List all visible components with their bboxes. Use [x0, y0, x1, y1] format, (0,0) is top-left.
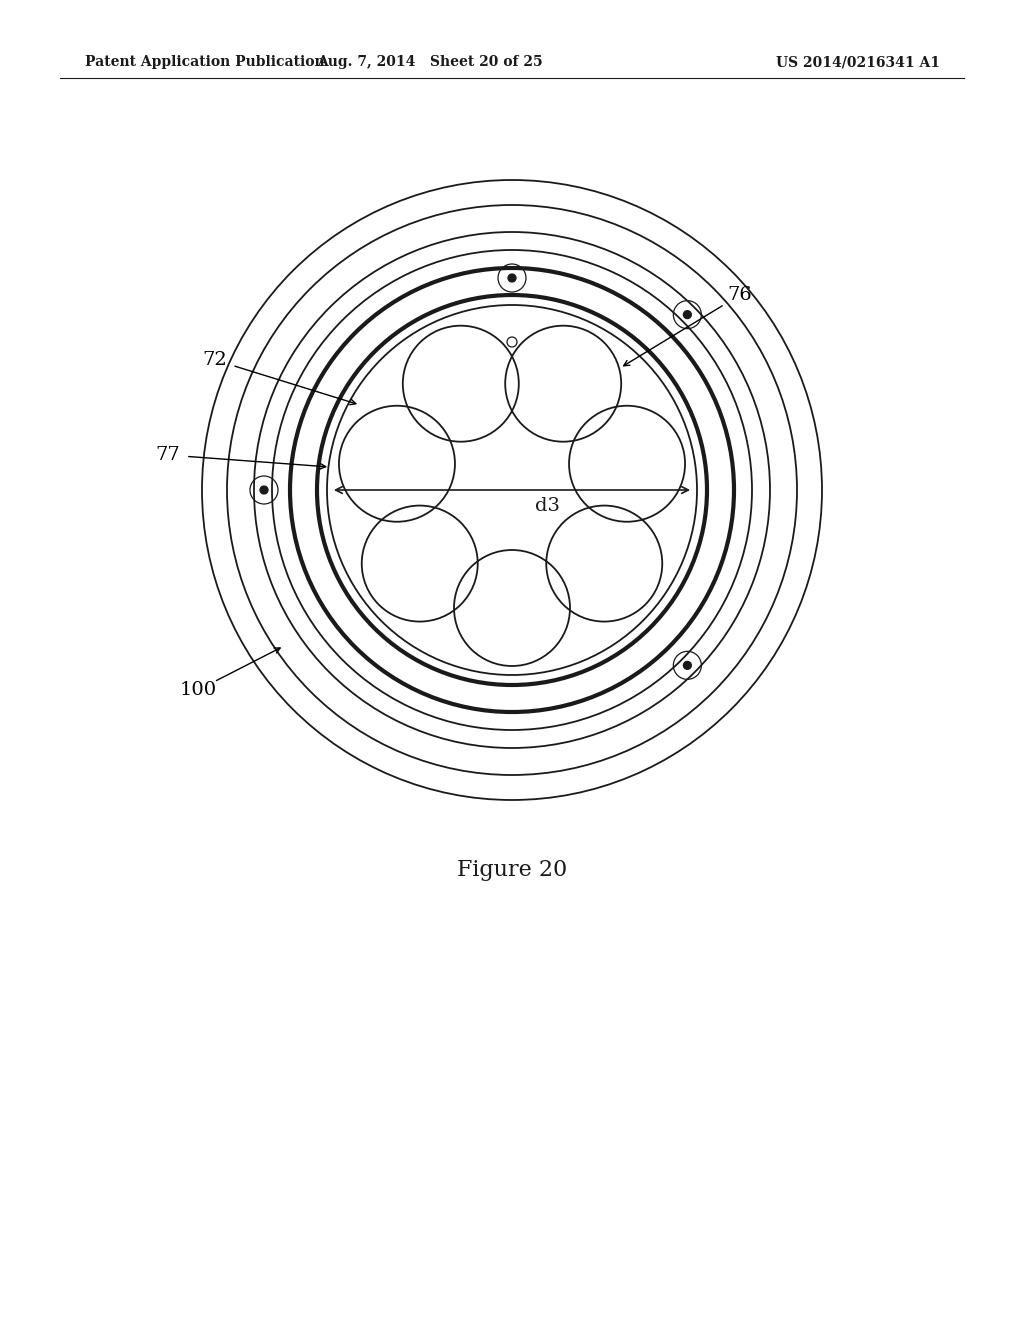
Circle shape [260, 486, 268, 494]
Text: 76: 76 [728, 286, 753, 304]
Text: d3: d3 [535, 498, 560, 515]
Text: 77: 77 [156, 446, 180, 465]
Text: US 2014/0216341 A1: US 2014/0216341 A1 [776, 55, 940, 69]
Text: Aug. 7, 2014   Sheet 20 of 25: Aug. 7, 2014 Sheet 20 of 25 [317, 55, 543, 69]
Circle shape [508, 275, 516, 282]
Text: 100: 100 [179, 681, 216, 700]
Circle shape [683, 310, 691, 318]
Text: Patent Application Publication: Patent Application Publication [85, 55, 325, 69]
Text: Figure 20: Figure 20 [457, 859, 567, 880]
Circle shape [683, 661, 691, 669]
Text: 72: 72 [203, 351, 227, 370]
